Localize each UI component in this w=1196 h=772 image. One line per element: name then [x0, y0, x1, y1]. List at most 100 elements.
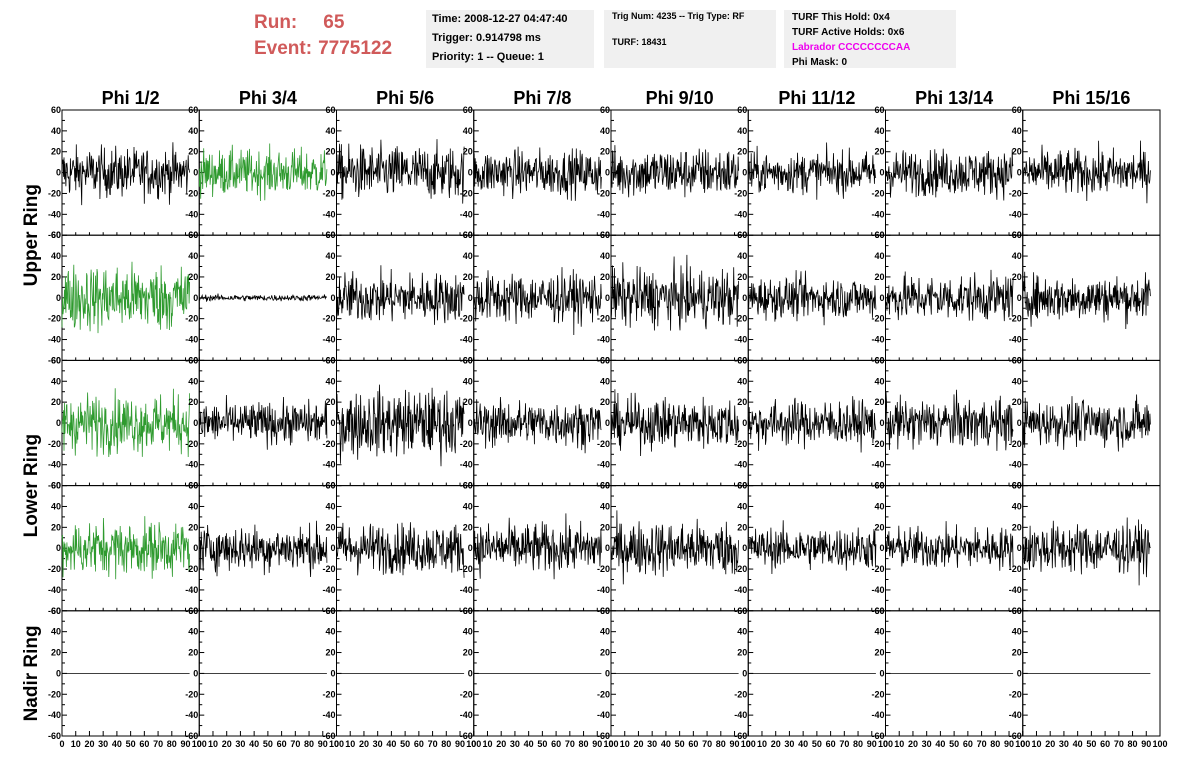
y-tick-label: 40	[874, 251, 884, 261]
y-tick-label: -20	[1009, 188, 1022, 198]
y-tick-label: 0	[879, 543, 884, 553]
waveform-line	[198, 143, 328, 202]
y-tick-label: 40	[1012, 627, 1022, 637]
x-tick-label: 10	[71, 739, 81, 749]
waveform-line	[610, 145, 739, 198]
y-tick-label: -20	[1009, 314, 1022, 324]
x-tick-label: 60	[826, 739, 836, 749]
y-tick-label: -40	[734, 585, 747, 595]
x-tick-label: 90	[730, 739, 740, 749]
column-title: Phi 9/10	[646, 88, 714, 108]
trigger-info-box: Trig Num: 4235 -- Trig Type: RF TURF: 18…	[604, 10, 776, 68]
y-tick-label: 0	[879, 668, 884, 678]
waveform-line	[198, 293, 327, 302]
y-tick-label: 60	[1012, 105, 1022, 115]
waveform-line	[885, 521, 1014, 571]
y-tick-label: 0	[1017, 293, 1022, 303]
x-tick-label: 50	[263, 739, 273, 749]
column-title: Phi 1/2	[102, 88, 160, 108]
y-tick-label: 60	[1012, 230, 1022, 240]
turf-active-holds-text: TURF Active Holds: 0x6	[792, 27, 905, 38]
y-tick-label: 0	[468, 668, 473, 678]
y-tick-label: -60	[48, 355, 61, 365]
x-tick-label: 20	[633, 739, 643, 749]
y-tick-label: 0	[330, 293, 335, 303]
y-tick-label: -20	[460, 689, 473, 699]
y-tick-label: -60	[460, 731, 473, 741]
y-tick-label: 60	[737, 606, 747, 616]
y-tick-label: -20	[322, 314, 335, 324]
y-tick-label: -40	[871, 335, 884, 345]
y-tick-label: 20	[463, 147, 473, 157]
y-tick-label: -40	[460, 209, 473, 219]
y-tick-label: 0	[742, 293, 747, 303]
y-tick-label: 20	[737, 397, 747, 407]
x-tick-label: 90	[592, 739, 602, 749]
x-tick-label: 30	[510, 739, 520, 749]
x-tick-label: 30	[784, 739, 794, 749]
x-tick-label: 70	[702, 739, 712, 749]
y-tick-label: 60	[51, 230, 61, 240]
column-title: Phi 3/4	[239, 88, 297, 108]
y-tick-label: 40	[737, 251, 747, 261]
y-tick-label: -20	[597, 314, 610, 324]
y-tick-label: 60	[188, 481, 198, 491]
y-tick-label: 60	[51, 606, 61, 616]
y-tick-label: 0	[330, 418, 335, 428]
x-tick-label: 0	[334, 739, 339, 749]
y-tick-label: 40	[51, 627, 61, 637]
y-tick-label: 0	[742, 418, 747, 428]
y-tick-label: 0	[1017, 418, 1022, 428]
x-tick-label: 30	[647, 739, 657, 749]
y-tick-label: 60	[188, 230, 198, 240]
x-tick-label: 50	[400, 739, 410, 749]
y-tick-label: 20	[188, 522, 198, 532]
x-tick-label: 10	[208, 739, 218, 749]
x-tick-label: 50	[1086, 739, 1096, 749]
column-title: Phi 13/14	[915, 88, 993, 108]
x-tick-label: 70	[290, 739, 300, 749]
y-tick-label: 60	[600, 481, 610, 491]
waveform-line	[885, 148, 1014, 201]
y-tick-label: 20	[600, 522, 610, 532]
y-tick-label: 60	[737, 355, 747, 365]
x-tick-label: 60	[1100, 739, 1110, 749]
x-tick-label: 0	[471, 739, 476, 749]
y-tick-label: -40	[597, 335, 610, 345]
x-tick-label: 60	[551, 739, 561, 749]
waveform-line	[473, 396, 602, 454]
x-tick-label: 30	[98, 739, 108, 749]
column-title: Phi 11/12	[778, 88, 855, 108]
x-tick-label: 30	[1059, 739, 1069, 749]
x-tick-label: 20	[908, 739, 918, 749]
x-tick-label: 10	[1031, 739, 1041, 749]
y-tick-label: -20	[185, 689, 198, 699]
y-tick-label: 40	[1012, 126, 1022, 136]
y-tick-label: -40	[48, 585, 61, 595]
column-title: Phi 7/8	[513, 88, 571, 108]
x-tick-label: 80	[304, 739, 314, 749]
y-tick-label: 60	[463, 481, 473, 491]
y-tick-label: -40	[597, 209, 610, 219]
y-tick-label: 40	[51, 501, 61, 511]
event-line: Event: 7775122	[254, 36, 392, 62]
y-tick-label: -20	[185, 188, 198, 198]
y-tick-label: -40	[185, 209, 198, 219]
x-tick-label: 60	[277, 739, 287, 749]
x-tick-label: 80	[853, 739, 863, 749]
y-tick-label: -40	[734, 710, 747, 720]
turf-text: TURF: 18431	[612, 37, 667, 47]
x-tick-label: 80	[990, 739, 1000, 749]
x-tick-label: 90	[1141, 739, 1151, 749]
y-tick-label: 40	[188, 251, 198, 261]
waveform-line	[885, 269, 1014, 322]
y-tick-label: 0	[193, 668, 198, 678]
y-tick-label: 40	[737, 126, 747, 136]
y-tick-label: -20	[48, 564, 61, 574]
y-tick-label: -40	[460, 335, 473, 345]
y-tick-label: 40	[874, 627, 884, 637]
y-tick-label: 20	[463, 272, 473, 282]
y-tick-label: 60	[874, 355, 884, 365]
y-tick-label: -20	[871, 564, 884, 574]
